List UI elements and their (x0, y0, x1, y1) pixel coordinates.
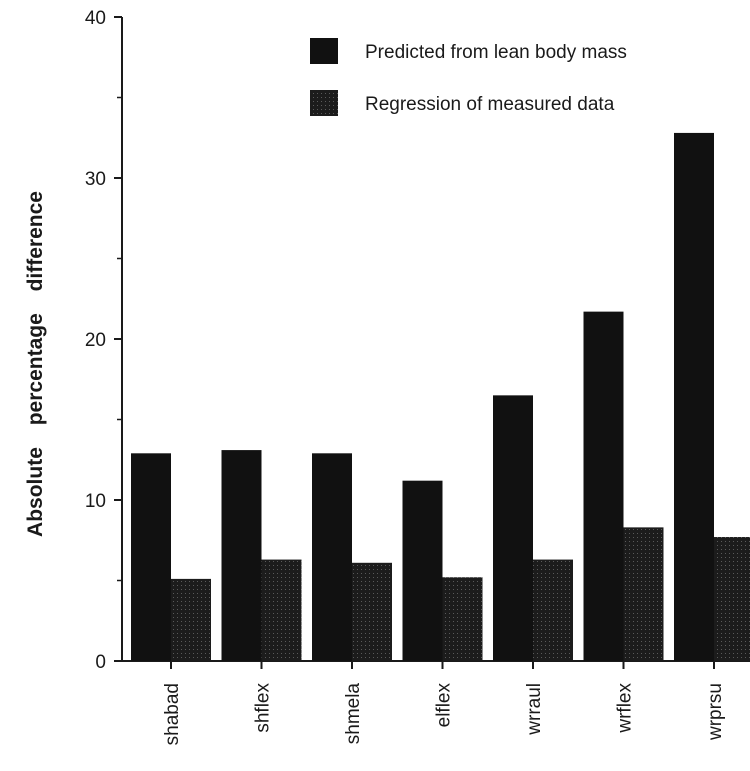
bar-wrprsu-predicted (674, 132, 714, 662)
legend-swatch (310, 38, 338, 64)
y-tick-label: 20 (85, 330, 106, 351)
y-axis-title: Absolute percentage difference (24, 191, 47, 537)
bar-shmela-predicted (312, 453, 352, 661)
y-tick-label: 0 (95, 652, 106, 673)
bar-elflex-predicted (402, 480, 443, 661)
bar-shflex-regression (261, 559, 302, 661)
x-tick-label: elflex (434, 683, 455, 728)
axes: 0 10 20 30 40 Absolute percentage difference s… (24, 8, 750, 745)
x-tick-label: shabad (162, 683, 183, 745)
y-tick-label: 40 (85, 8, 106, 29)
legend-swatch (310, 90, 338, 116)
x-tick-label: wrflex (615, 683, 636, 734)
bar-elflex-regression (442, 577, 483, 661)
bar-shabad-predicted (131, 453, 171, 661)
y-tick-label: 10 (85, 491, 106, 512)
legend: Predicted from lean body mass Regression … (310, 38, 627, 116)
bar-wrflex-regression (623, 527, 664, 661)
x-tick-label: shflex (253, 683, 274, 733)
y-tick-label: 30 (85, 169, 106, 190)
bar-shabad-regression (171, 578, 211, 661)
bar-wrprsu-regression (714, 537, 750, 661)
legend-label: Regression of measured data (365, 94, 615, 115)
bars (131, 132, 750, 662)
legend-label: Predicted from lean body mass (365, 42, 627, 63)
bar-wrraul-regression (533, 559, 573, 661)
x-tick-label: wrraul (524, 683, 545, 736)
bar-shflex-predicted (221, 450, 262, 661)
bar-wrflex-predicted (583, 311, 624, 661)
x-tick-label: shmela (343, 683, 364, 745)
x-tick-label: wrprsu (705, 683, 726, 741)
bar-wrraul-predicted (493, 395, 533, 661)
bar-shmela-regression (352, 562, 392, 661)
